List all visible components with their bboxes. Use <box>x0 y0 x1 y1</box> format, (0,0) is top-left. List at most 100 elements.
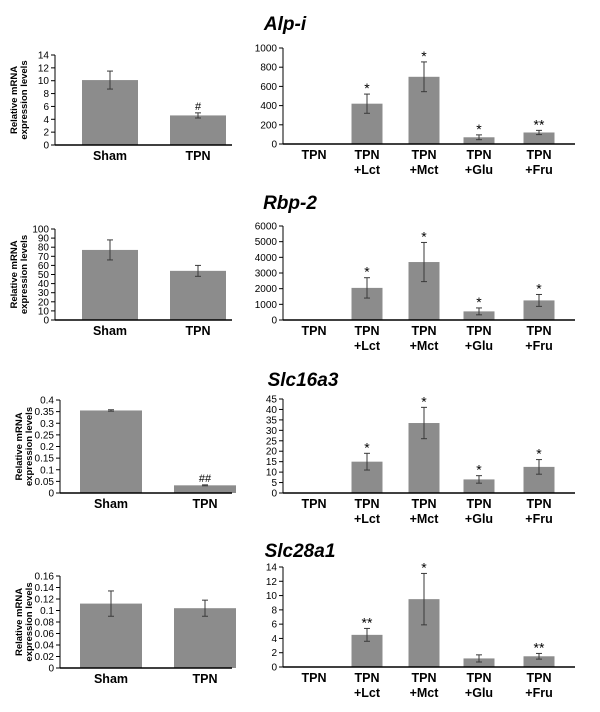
category-label: Sham <box>94 497 128 511</box>
significance-marker: ** <box>534 116 545 132</box>
category-label: TPN <box>186 149 211 163</box>
significance-marker: * <box>421 559 427 575</box>
bar <box>463 479 495 493</box>
category-label: TPN <box>412 148 437 162</box>
y-axis-title-line: expression levels <box>24 407 35 486</box>
y-axis-title-line: Relative mRNA <box>14 588 25 656</box>
category-label: +Glu <box>465 512 493 526</box>
category-label: +Fru <box>525 163 552 177</box>
y-tick-label: 8 <box>43 89 49 100</box>
y-tick-label: 4 <box>43 115 49 126</box>
y-tick-label: 0.14 <box>35 583 55 594</box>
y-tick-label: 0 <box>43 141 49 152</box>
category-label: TPN <box>527 324 552 338</box>
category-label: +Fru <box>525 686 552 700</box>
category-label: +Lct <box>354 512 381 526</box>
y-tick-label: 1000 <box>255 300 278 311</box>
gene-2-panel-0: 00.050.10.150.20.250.30.350.4 Sham ## TPN Re… <box>14 396 236 511</box>
y-tick-label: 5000 <box>255 237 278 248</box>
gene-title: Rbp-2 <box>263 193 317 214</box>
category-label: TPN <box>302 497 327 511</box>
bar <box>170 270 226 320</box>
y-tick-label: 10 <box>266 468 278 479</box>
y-axis-title: Relative mRNAexpression levels <box>9 60 30 139</box>
y-tick-label: 3000 <box>255 269 278 280</box>
category-label: TPN <box>467 148 492 162</box>
bar <box>80 410 142 493</box>
y-tick-label: 14 <box>266 563 278 574</box>
category-label: TPN <box>412 497 437 511</box>
y-tick-label: 0.12 <box>35 595 55 606</box>
y-tick-label: 35 <box>266 415 278 426</box>
y-tick-label: 0 <box>271 140 277 151</box>
category-label: TPN <box>302 671 327 685</box>
bar <box>82 249 138 320</box>
category-label: +Mct <box>410 686 440 700</box>
bar <box>523 300 555 320</box>
category-label: +Lct <box>354 339 381 353</box>
bar <box>523 132 555 144</box>
y-tick-label: 50 <box>38 270 50 281</box>
y-tick-label: 6000 <box>255 222 278 233</box>
category-label: TPN <box>467 497 492 511</box>
significance-marker: * <box>364 439 370 455</box>
significance-marker: # <box>195 101 202 113</box>
y-tick-label: 600 <box>260 82 277 93</box>
y-tick-label: 0.35 <box>35 407 55 418</box>
gene-title: Alp-i <box>263 14 307 35</box>
significance-marker: * <box>476 462 482 478</box>
y-axis-title-line: expression levels <box>19 235 30 314</box>
y-tick-label: 8 <box>271 605 277 616</box>
bar <box>523 656 555 667</box>
bar <box>174 485 236 493</box>
bar <box>463 311 495 320</box>
significance-marker: ** <box>362 614 373 630</box>
significance-marker: * <box>476 294 482 310</box>
bar <box>170 115 226 145</box>
y-tick-label: 0 <box>43 316 49 327</box>
category-label: TPN <box>412 324 437 338</box>
y-tick-label: 2 <box>43 128 49 139</box>
y-axis-title-line: expression levels <box>24 582 35 661</box>
y-tick-label: 6 <box>43 102 49 113</box>
y-tick-label: 0.16 <box>35 572 55 583</box>
y-tick-label: 2 <box>271 648 277 659</box>
category-label: +Glu <box>465 339 493 353</box>
category-label: +Fru <box>525 512 552 526</box>
y-tick-label: 70 <box>38 252 50 263</box>
y-axis-title-line: Relative mRNA <box>14 412 25 480</box>
y-tick-label: 0.08 <box>35 618 55 629</box>
gene-0-panel-1: 02004006008001000TPN*TPN+Lct*TPN+Mct*TPN… <box>255 44 575 177</box>
y-tick-label: 0.1 <box>40 606 54 617</box>
category-label: TPN <box>412 671 437 685</box>
y-tick-label: 200 <box>260 120 277 131</box>
gene-2-panel-1: 051015202530354045TPN*TPN+Lct*TPN+Mct*TP… <box>266 393 575 526</box>
y-tick-label: 10 <box>266 591 278 602</box>
category-label: +Glu <box>465 163 493 177</box>
y-tick-label: 1000 <box>255 44 278 55</box>
y-tick-label: 45 <box>266 395 278 406</box>
y-tick-label: 12 <box>38 63 50 74</box>
significance-marker: * <box>364 264 370 280</box>
y-tick-label: 2000 <box>255 284 278 295</box>
y-tick-label: 4000 <box>255 253 278 264</box>
y-tick-label: 0.15 <box>35 454 55 465</box>
y-tick-label: 30 <box>38 288 50 299</box>
category-label: Sham <box>94 672 128 686</box>
category-label: TPN <box>193 672 218 686</box>
category-label: +Glu <box>465 686 493 700</box>
category-label: TPN <box>467 671 492 685</box>
y-tick-label: 0.4 <box>40 396 54 407</box>
category-label: +Fru <box>525 339 552 353</box>
significance-marker: * <box>421 393 427 409</box>
category-label: +Lct <box>354 686 381 700</box>
y-tick-label: 10 <box>38 306 50 317</box>
y-tick-label: 40 <box>38 279 50 290</box>
gene-1-panel-1: 0100020003000400050006000TPN*TPN+Lct*TPN… <box>255 222 575 353</box>
category-label: TPN <box>527 671 552 685</box>
significance-marker: * <box>421 228 427 244</box>
y-tick-label: 6 <box>271 620 277 631</box>
